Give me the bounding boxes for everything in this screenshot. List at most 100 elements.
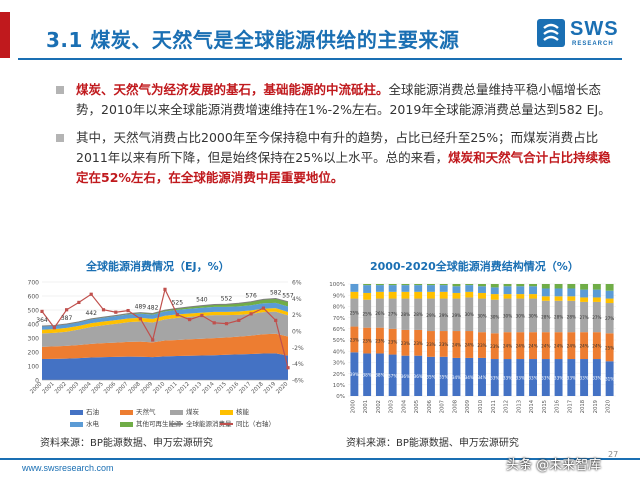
bar-renewables bbox=[541, 284, 550, 289]
y-tick-label: 90% bbox=[333, 293, 345, 299]
energy-structure-chart: 0%10%20%30%40%50%60%70%80%90%100%39%23%2… bbox=[329, 282, 616, 413]
y-tick-label: 0 bbox=[35, 378, 39, 385]
x-tick-label: 2012 bbox=[504, 400, 510, 413]
bar-data-label: 33% bbox=[516, 376, 525, 381]
y-tick-label: 400 bbox=[28, 322, 40, 329]
bar-data-label: 34% bbox=[477, 375, 486, 380]
x-tick-label: 2001 bbox=[42, 381, 56, 395]
area-series-oil bbox=[42, 353, 288, 380]
bar-gas bbox=[567, 332, 576, 360]
bar-renewables bbox=[401, 284, 410, 286]
slide-title: 3.1 煤炭、天然气是全球能源供给的主要来源 bbox=[46, 28, 460, 52]
title-bar: 3.1 煤炭、天然气是全球能源供给的主要来源 bbox=[0, 8, 640, 62]
legend-swatch bbox=[170, 423, 183, 425]
legend-label: 同比（右轴） bbox=[236, 420, 275, 428]
x-tick-label: 2010 bbox=[152, 381, 166, 395]
bar-gas bbox=[363, 327, 372, 354]
bar-nuclear bbox=[401, 291, 410, 299]
legend-swatch bbox=[220, 423, 233, 425]
bar-hydro bbox=[541, 288, 550, 297]
bar-renewables bbox=[605, 284, 614, 291]
x-tick-label: 2005 bbox=[414, 400, 420, 413]
bar-data-label: 28% bbox=[541, 314, 550, 319]
bar-data-label: 30% bbox=[465, 312, 474, 317]
bar-data-label: 27% bbox=[592, 315, 601, 320]
legend-item: 核能 bbox=[220, 406, 249, 416]
bar-gas bbox=[503, 332, 512, 360]
x-tick-label: 2004 bbox=[401, 399, 407, 413]
x-tick-label: 2016 bbox=[555, 400, 561, 413]
bar-hydro bbox=[554, 288, 563, 297]
y-tick-label: 700 bbox=[28, 280, 40, 287]
x-tick-label: 2008 bbox=[128, 381, 142, 395]
legend-label: 核能 bbox=[236, 408, 249, 416]
bar-coal bbox=[529, 298, 538, 333]
bar-gas bbox=[452, 331, 461, 358]
bar-data-label: 33% bbox=[490, 376, 499, 381]
legend-label: 全球能源消费量 bbox=[186, 420, 232, 428]
x-tick-label: 2013 bbox=[189, 381, 203, 395]
bar-data-label: 23% bbox=[414, 341, 423, 346]
area-series-gas bbox=[42, 333, 288, 359]
bar-hydro bbox=[592, 289, 601, 298]
bullet-item: 其中，天然气消费占比2000年至今保持稳中有升的趋势，占比已经升至25%；而煤炭… bbox=[56, 128, 616, 188]
bar-oil bbox=[363, 353, 372, 396]
bar-oil bbox=[554, 359, 563, 396]
bar-oil bbox=[439, 356, 448, 396]
x-tick-label: 2003 bbox=[389, 400, 395, 413]
watermark: 头条 @未来智库 bbox=[506, 458, 602, 473]
yoy-point bbox=[65, 308, 69, 312]
bar-coal bbox=[490, 299, 499, 334]
bar-data-label: 27% bbox=[605, 316, 614, 321]
right-chart-title: 2000-2020全球能源消费结构情况（%） bbox=[370, 260, 579, 273]
legend-swatch bbox=[120, 409, 133, 415]
bar-coal bbox=[605, 303, 614, 334]
bar-nuclear bbox=[554, 296, 563, 301]
bar-renewables bbox=[503, 284, 512, 287]
yoy-point bbox=[40, 309, 44, 313]
bar-nuclear bbox=[465, 291, 474, 298]
right-chart: 0% 10% 20% 30% 40% 50% 60% 70% 80% 90% 100% 39% 23% 2… bbox=[318, 278, 620, 428]
bar-hydro bbox=[478, 286, 486, 293]
area-series-hydro bbox=[42, 302, 288, 330]
x-tick-label: 2006 bbox=[103, 381, 117, 395]
x-tick-label: 2020 bbox=[275, 381, 289, 395]
x-tick-label: 2019 bbox=[263, 381, 277, 395]
bar-oil bbox=[541, 359, 550, 396]
legend-label: 其他可再生能源 bbox=[136, 420, 182, 428]
bar-data-label: 24% bbox=[516, 344, 525, 349]
bar-hydro bbox=[414, 285, 423, 292]
bar-nuclear bbox=[605, 298, 614, 304]
brand-subtitle: RESEARCH bbox=[572, 41, 614, 47]
bar-data-label: 36% bbox=[401, 374, 410, 379]
y2-tick-label: 6% bbox=[292, 280, 302, 287]
bar-oil bbox=[478, 357, 486, 396]
bar-nuclear bbox=[452, 292, 461, 299]
bar-hydro bbox=[363, 285, 372, 293]
bar-nuclear bbox=[541, 296, 550, 301]
bar-data-label: 28% bbox=[567, 314, 576, 319]
yoy-point bbox=[249, 312, 253, 316]
bar-data-label: 23% bbox=[362, 339, 371, 344]
x-tick-label: 2018 bbox=[580, 400, 586, 413]
bar-nuclear bbox=[350, 291, 359, 299]
total-data-label: 552 bbox=[221, 295, 233, 302]
x-tick-label: 2015 bbox=[542, 400, 548, 413]
bar-coal bbox=[567, 300, 576, 333]
bar-data-label: 28% bbox=[401, 312, 410, 317]
brand-name: SWS bbox=[570, 18, 619, 40]
bar-data-label: 24% bbox=[567, 344, 576, 349]
bar-hydro bbox=[503, 286, 512, 295]
bar-data-label: 38% bbox=[375, 373, 384, 378]
bar-hydro bbox=[490, 287, 499, 295]
bar-oil bbox=[465, 357, 474, 396]
bar-hydro bbox=[516, 286, 525, 295]
bar-nuclear bbox=[516, 294, 525, 299]
bar-renewables bbox=[439, 284, 448, 286]
bar-gas bbox=[580, 332, 589, 360]
yoy-point bbox=[77, 300, 81, 305]
legend-item: 石油 bbox=[70, 406, 99, 416]
legend-item: 水电 bbox=[70, 418, 99, 428]
yoy-point bbox=[138, 317, 142, 321]
bar-data-label: 23% bbox=[401, 341, 410, 346]
